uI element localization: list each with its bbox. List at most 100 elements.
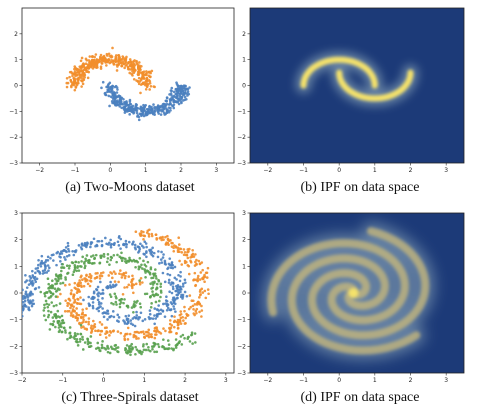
point-green xyxy=(155,277,158,280)
point-orange xyxy=(88,55,92,58)
point-orange xyxy=(104,332,107,336)
point-blue xyxy=(105,242,108,246)
point-orange xyxy=(179,312,183,316)
point-blue xyxy=(153,307,157,310)
point-orange xyxy=(95,64,99,67)
point-blue xyxy=(183,290,187,294)
point-orange xyxy=(69,314,73,317)
point-blue xyxy=(85,243,89,247)
point-green xyxy=(116,253,119,257)
caption-ipf-spirals: (d) IPF on data space xyxy=(300,390,420,405)
point-blue xyxy=(178,85,181,88)
point-orange xyxy=(114,60,118,63)
point-orange xyxy=(89,279,92,282)
point-green xyxy=(180,343,184,346)
point-orange xyxy=(107,52,111,56)
density-core xyxy=(287,254,421,355)
point-orange xyxy=(71,315,75,318)
point-orange xyxy=(85,58,89,62)
point-blue xyxy=(109,286,113,289)
point-blue xyxy=(117,244,121,247)
point-orange xyxy=(172,325,176,329)
point-green xyxy=(78,340,82,343)
point-blue xyxy=(139,311,143,315)
point-green xyxy=(51,292,55,296)
point-green xyxy=(54,325,57,329)
point-orange xyxy=(139,83,143,86)
point-green xyxy=(144,275,147,279)
point-blue xyxy=(22,294,26,298)
point-blue xyxy=(139,242,142,246)
point-blue xyxy=(172,305,175,308)
point-orange xyxy=(72,305,75,308)
point-orange xyxy=(121,292,125,296)
point-orange xyxy=(117,55,121,59)
point-orange xyxy=(162,238,165,241)
point-blue xyxy=(106,90,109,94)
y-tick-label-d: 2 xyxy=(242,237,246,244)
point-orange xyxy=(85,273,88,277)
point-orange xyxy=(176,250,180,254)
point-green xyxy=(188,340,192,343)
point-green xyxy=(116,350,120,354)
point-orange xyxy=(155,328,159,331)
point-blue xyxy=(172,300,176,303)
point-orange xyxy=(73,65,77,68)
point-blue xyxy=(117,236,121,239)
point-orange xyxy=(125,285,129,289)
point-green xyxy=(172,347,175,351)
point-orange xyxy=(194,253,197,256)
point-blue xyxy=(186,90,190,93)
x-tick-label-a: −1 xyxy=(71,167,80,174)
point-orange xyxy=(72,301,76,304)
point-orange xyxy=(64,283,67,287)
point-green xyxy=(47,296,51,300)
point-green xyxy=(194,341,197,344)
point-blue xyxy=(34,280,38,284)
point-orange xyxy=(85,278,88,281)
point-orange xyxy=(73,79,77,82)
point-blue xyxy=(97,294,100,298)
point-orange xyxy=(123,66,126,70)
x-tick-label-a: 3 xyxy=(214,167,218,174)
point-blue xyxy=(156,308,159,311)
point-blue xyxy=(100,244,104,248)
point-green xyxy=(129,344,132,348)
point-blue xyxy=(160,108,164,111)
point-blue xyxy=(142,246,145,249)
point-blue xyxy=(188,86,191,89)
point-orange xyxy=(196,276,200,280)
point-orange xyxy=(98,274,102,277)
point-orange xyxy=(195,263,198,266)
point-blue xyxy=(101,288,105,292)
point-green xyxy=(162,338,165,341)
point-green xyxy=(191,342,194,345)
point-orange xyxy=(92,324,96,328)
point-green xyxy=(46,315,50,319)
point-blue xyxy=(43,268,47,272)
point-blue xyxy=(64,258,67,261)
point-blue xyxy=(106,309,110,313)
point-orange xyxy=(70,304,73,308)
point-blue xyxy=(170,86,174,90)
point-orange xyxy=(182,248,186,251)
point-green xyxy=(46,305,50,309)
point-blue xyxy=(183,278,187,282)
point-orange xyxy=(122,62,126,66)
point-green xyxy=(100,343,104,347)
chart-three-spirals: −2 −1 0 1 2 3 −3 −2 −1 0 1 2 3 xyxy=(0,205,240,385)
point-orange xyxy=(132,335,136,339)
point-blue xyxy=(116,88,119,91)
point-orange xyxy=(122,56,125,59)
point-green xyxy=(144,348,148,352)
point-orange xyxy=(80,85,83,88)
point-blue xyxy=(113,241,116,245)
point-green xyxy=(78,264,82,268)
point-orange xyxy=(128,58,132,61)
point-blue xyxy=(171,104,175,108)
point-green xyxy=(46,277,50,280)
point-blue xyxy=(176,293,180,297)
point-green xyxy=(103,346,106,350)
point-green xyxy=(64,278,68,281)
point-orange xyxy=(76,287,80,291)
